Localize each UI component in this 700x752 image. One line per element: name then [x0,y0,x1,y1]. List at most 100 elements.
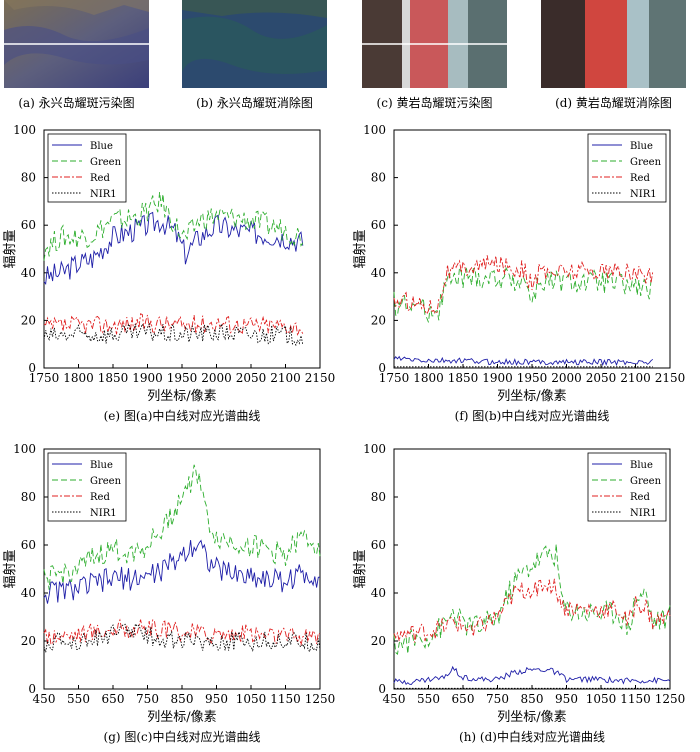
x-tick-label: 2150 [655,371,686,385]
x-tick-label: 2050 [586,371,617,385]
series-line-green [393,544,671,655]
y-tick-label: 100 [363,442,386,456]
y-axis-label: 辐射量 [352,549,368,588]
x-tick-label: 2150 [305,371,336,385]
chart-caption: (g) 图(c)中白线对应光谱曲线 [104,729,261,744]
thumbnail-caption-c: (c) 黄岩岛耀斑污染图 [376,96,493,110]
series-line-red [393,578,671,643]
y-axis-label: 辐射量 [2,229,18,268]
spectral-chart-g: 450 550 650 750 850 950 1050 1150 1250 0 20 40 60 80 1… [2,442,336,744]
y-tick-label: 40 [21,266,36,280]
y-axis-label: 辐射量 [2,549,18,588]
series-line-red [43,618,321,646]
y-tick-label: 60 [21,218,36,232]
thumbnail-caption-b: (b) 永兴岛耀斑消除图 [196,96,313,110]
x-tick-label: 1950 [517,371,548,385]
series-line-red [393,255,654,316]
legend-label-blue: Blue [630,141,653,152]
y-tick-label: 40 [371,266,386,280]
x-axis-label: 列坐标/像素 [147,710,216,725]
y-tick-label: 100 [13,123,36,137]
legend-label-blue: Blue [90,141,113,152]
spectral-chart-h: 450 550 650 750 850 950 1050 1150 1250 0 20 40 60 80 1… [352,442,686,744]
y-tick-label: 60 [371,538,386,552]
y-tick-label: 20 [21,634,36,648]
x-tick-label: 1800 [413,371,444,385]
legend: Blue Green Red NIR1 [47,133,127,203]
legend-label-red: Red [90,173,110,184]
legend: Blue Green Red NIR1 [587,452,667,522]
thumbnail-a [4,0,149,88]
x-tick-label: 550 [67,692,90,706]
legend-label-green: Green [90,157,122,168]
x-tick-label: 1900 [132,371,163,385]
legend-label-green: Green [630,476,662,487]
x-tick-label: 2000 [201,371,232,385]
x-tick-label: 950 [205,692,228,706]
legend-label-red: Red [630,492,650,503]
legend: Blue Green Red NIR1 [587,133,667,203]
legend-label-green: Green [630,157,662,168]
y-tick-label: 80 [21,490,36,504]
series-line-blue [43,211,304,285]
legend-label-nir1: NIR1 [90,189,117,200]
x-tick-label: 1150 [620,692,651,706]
series-line-red [43,313,304,336]
x-tick-label: 650 [102,692,125,706]
x-tick-label: 750 [136,692,159,706]
x-tick-label: 950 [555,692,578,706]
spectral-chart-e: 1750 1800 1850 1900 1950 2000 2050 2100 2150 0 20 4… [2,123,336,423]
x-tick-label: 1750 [29,371,60,385]
x-tick-label: 750 [486,692,509,706]
series-line-green [43,191,304,261]
x-tick-label: 1850 [448,371,479,385]
series-line-nir1 [43,322,304,347]
legend-label-nir1: NIR1 [90,508,117,519]
chart-caption: (e) 图(a)中白线对应光谱曲线 [104,408,261,423]
y-tick-label: 60 [371,218,386,232]
x-tick-label: 1750 [379,371,410,385]
thumbnail-caption-a: (a) 永兴岛耀斑污染图 [18,96,135,110]
y-tick-label: 20 [371,634,386,648]
series-line-green [43,464,321,590]
series-line-blue [393,665,671,686]
chart-caption: (h) (d)中白线对应光谱曲线 [459,729,605,744]
x-tick-label: 2000 [551,371,582,385]
x-tick-label: 1050 [586,692,617,706]
x-tick-label: 1250 [655,692,686,706]
x-tick-label: 1150 [270,692,301,706]
x-tick-label: 1250 [305,692,336,706]
legend-label-green: Green [90,476,122,487]
y-tick-label: 0 [378,361,386,375]
series-line-green [393,266,654,323]
spectral-chart-f: 1750 1800 1850 1900 1950 2000 2050 2100 2150 0 20 4… [352,123,686,423]
x-tick-label: 450 [383,692,406,706]
thumbnail-d [541,0,686,88]
x-axis-label: 列坐标/像素 [147,389,216,404]
x-tick-label: 550 [417,692,440,706]
x-tick-label: 650 [452,692,475,706]
series-line-nir1 [43,622,321,653]
x-tick-label: 1800 [63,371,94,385]
thumbnail-caption-d: (d) 黄岩岛耀斑消除图 [555,96,672,110]
x-tick-label: 1950 [167,371,198,385]
x-tick-label: 1050 [236,692,267,706]
legend: Blue Green Red NIR1 [47,452,127,522]
chart-caption: (f) 图(b)中白线对应光谱曲线 [455,408,610,423]
thumbnail-c [362,0,507,88]
y-tick-label: 0 [28,361,36,375]
y-tick-label: 40 [21,586,36,600]
x-tick-label: 850 [171,692,194,706]
y-tick-label: 80 [371,490,386,504]
x-tick-label: 2050 [236,371,267,385]
thumbnail-b [182,0,327,88]
x-tick-label: 2100 [620,371,651,385]
series-line-blue [393,355,654,367]
y-tick-label: 0 [378,682,386,696]
x-tick-label: 850 [521,692,544,706]
y-tick-label: 80 [371,171,386,185]
y-tick-label: 0 [28,682,36,696]
x-tick-label: 1850 [98,371,129,385]
legend-label-blue: Blue [90,460,113,471]
legend-label-red: Red [90,492,110,503]
